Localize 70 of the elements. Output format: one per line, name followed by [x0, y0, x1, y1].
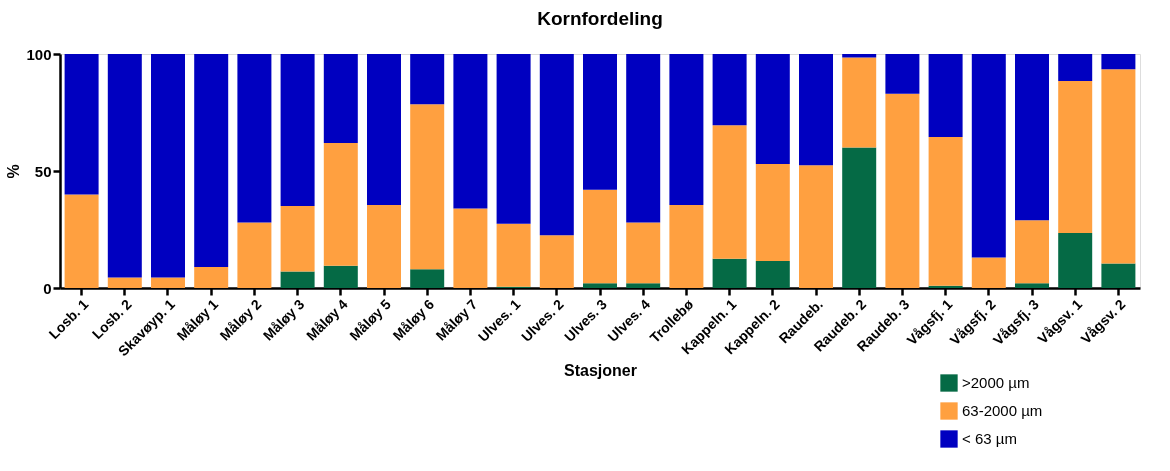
bar — [323, 54, 358, 143]
bar — [410, 104, 445, 270]
bar — [64, 54, 99, 195]
bar — [64, 194, 99, 288]
y-tick-label: 0 — [43, 279, 52, 297]
bar — [626, 54, 661, 223]
bar — [367, 204, 401, 288]
bar — [669, 54, 704, 205]
x-axis-title: Stasjoner — [564, 362, 637, 380]
bar — [971, 257, 1006, 288]
bar — [712, 258, 747, 288]
y-axis-title: % — [5, 164, 23, 179]
bar — [1015, 283, 1049, 288]
bar — [712, 54, 747, 126]
bar — [1101, 54, 1136, 70]
bar — [1015, 54, 1049, 221]
bar — [367, 54, 401, 205]
legend-label: < 63 µm — [962, 430, 1017, 447]
bar — [151, 54, 185, 278]
bar — [583, 189, 617, 284]
chart-title: Kornfordeling — [537, 8, 663, 29]
bar — [669, 204, 704, 288]
bar — [237, 222, 272, 288]
bar — [928, 137, 963, 286]
bar — [928, 54, 963, 138]
bar — [280, 54, 315, 207]
bar — [280, 271, 315, 288]
legend-label: 63-2000 µm — [962, 402, 1043, 419]
bar — [151, 277, 185, 288]
bar — [885, 54, 920, 94]
bar — [626, 222, 661, 284]
bar — [1101, 69, 1136, 264]
y-tick-label: 50 — [34, 162, 52, 180]
bar — [583, 283, 617, 288]
bar — [799, 54, 833, 166]
bar — [453, 54, 488, 209]
bar — [1101, 263, 1136, 288]
bar — [323, 265, 358, 288]
bar — [323, 142, 358, 266]
bar — [496, 223, 531, 287]
bar — [1058, 80, 1093, 234]
bar — [410, 54, 445, 105]
bar — [583, 54, 617, 190]
bar — [539, 54, 574, 236]
bar — [755, 163, 790, 262]
bar — [194, 266, 229, 288]
bar — [539, 235, 574, 288]
bar — [842, 57, 877, 148]
bar — [799, 165, 833, 288]
bar — [496, 54, 531, 224]
bar — [280, 206, 315, 272]
bar — [755, 261, 790, 288]
bar — [842, 147, 877, 288]
bar — [1015, 220, 1049, 284]
bar — [712, 125, 747, 259]
bar — [885, 93, 920, 288]
bar — [626, 283, 661, 288]
bar — [1058, 233, 1093, 288]
bar — [755, 54, 790, 164]
bar — [1058, 54, 1093, 81]
bar — [107, 277, 142, 288]
bar — [410, 269, 445, 288]
bar — [237, 54, 272, 223]
bar — [453, 208, 488, 288]
bar — [842, 54, 877, 58]
bar — [971, 54, 1006, 258]
y-tick-label: 100 — [26, 45, 52, 63]
legend-label: >2000 µm — [962, 374, 1030, 391]
bar — [107, 54, 142, 278]
bar — [194, 54, 229, 267]
